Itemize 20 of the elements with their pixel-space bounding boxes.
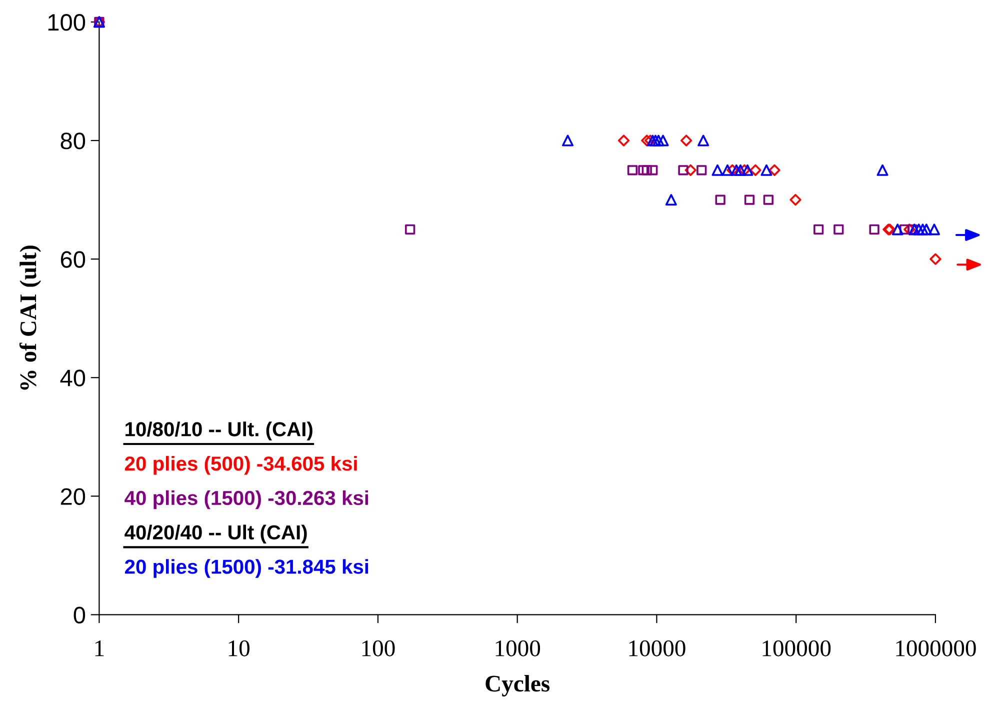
x-tick-label: 1 [95,640,104,656]
x-tick-label: 100000 [762,640,831,656]
x-tick-label: 10000 [629,640,686,656]
y-tick-label: 0 [74,606,86,624]
x-tick-label: 1000000 [896,640,976,656]
annotation: 40/20/40 -- Ult (CAI) [124,524,307,544]
annotation: 10/80/10 -- Ult. (CAI) [126,422,312,440]
y-tick-label: 40 [60,370,86,386]
y-tick-label: 80 [60,132,86,150]
y-tick-label: 60 [60,251,86,268]
x-tick-label: 100 [362,640,395,656]
text: 40 plies (1500) -30.263 ksi [124,490,368,510]
y-tick-label: 20 [60,488,86,505]
x-tick-label: 1000 [496,640,540,656]
y-axis-title: % of CAI (ult) [19,246,42,390]
y-tick-label: 100 [48,14,86,31]
text: 20 plies (1500) -31.845 ksi [124,559,368,578]
x-tick-label: 10 [228,640,250,656]
text: 20 plies (500) -34.605 ksi [124,456,357,475]
x-axis-title: Cycles [486,675,550,696]
